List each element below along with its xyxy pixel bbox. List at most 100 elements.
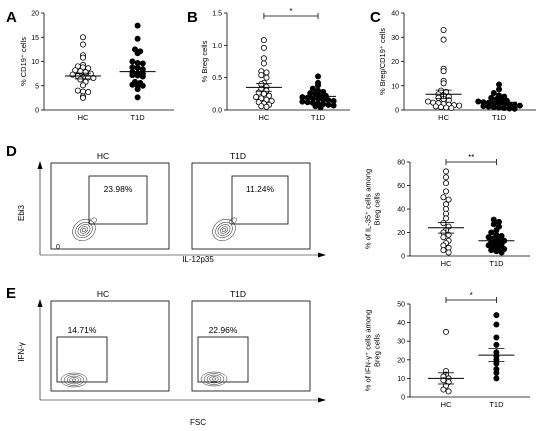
- panel-d-tick-label-0: 0: [401, 254, 405, 261]
- panel-a-tick-label-4: 20: [31, 11, 39, 18]
- panel-b-t1d-point-0: [315, 73, 322, 80]
- panel-a-t1d-point-22: [134, 86, 141, 93]
- panel-d-hc-point-9: [442, 215, 449, 222]
- panel-d-t1d-point-2: [490, 221, 497, 228]
- panel-a-t1d-point-7: [139, 60, 146, 67]
- flow-e-t1d-title: T1D: [230, 289, 246, 299]
- flow-plot-d-hc: HC 23.98%: [50, 151, 170, 250]
- panel-e-category-hc: HC: [441, 400, 452, 409]
- flow-plot-e-hc: HC 14.71%: [50, 289, 170, 392]
- flow-e-hc-contour: [60, 372, 88, 388]
- panel-a-hc-point-16: [90, 74, 97, 81]
- panel-d-hc-point-14: [445, 231, 452, 238]
- panel-b-t1d-point-2: [315, 82, 322, 89]
- panel-c-category-hc: HC: [438, 113, 449, 122]
- flow-e-t1d-frame: [191, 300, 311, 392]
- panel-d-hc-point-5: [445, 196, 452, 203]
- panel-c-category-t1d: T1D: [492, 113, 507, 122]
- panel-b-t1d-point-17: [299, 98, 306, 105]
- panel-b-t1d-point-24: [312, 103, 319, 110]
- panel-c-t1d-point-5: [488, 94, 495, 101]
- flow-d-hc-percent: 23.98%: [104, 184, 133, 194]
- panel-a-tick-label-0: 0: [35, 108, 39, 115]
- panel-a-hc-point-21: [80, 88, 87, 95]
- flow-row-e: IFN-γ FSC HC 14.71% T1D 22.96%: [17, 289, 326, 427]
- panel-b-t1d-point-23: [330, 102, 337, 109]
- panel-b-tick-label-0: 0.0: [212, 108, 222, 115]
- flow-d-t1d-gate: [231, 175, 289, 225]
- panel-b-category-hc: HC: [258, 113, 269, 122]
- panel-a-t1d-point-5: [129, 58, 136, 65]
- flow-e-hc-title: HC: [97, 289, 109, 299]
- panel-e-t1d-point-2: [493, 334, 500, 341]
- panel-c-t1d-point-20: [490, 104, 497, 111]
- flow-d-x-label: IL-12p35: [182, 255, 214, 264]
- panel-c-hc-point-11: [435, 94, 442, 101]
- panel-b-hc-point-0: [260, 37, 267, 44]
- panel-c-hc-point-14: [424, 98, 431, 105]
- dot-plot-c: 0 10 20 30 40 % Breg/CD19⁺ cells HC T1D: [378, 11, 536, 122]
- panel-a-hc-point-19: [80, 82, 87, 89]
- panel-a-hc-point-22: [85, 89, 92, 96]
- panel-c-t1d-point-1: [496, 86, 503, 93]
- dot-plot-e: 0 10 20 30 40 50 % of IFN-γ⁺ cells among Breg c…: [364, 291, 530, 409]
- panel-a-hc-point-1: [80, 41, 87, 48]
- dot-plot-d: 0 20 40 60 80 % of IL-35⁺ cells among Breg cel…: [364, 153, 530, 268]
- panel-c-tick-label-4: 40: [391, 11, 399, 18]
- panel-c-t1d-point-9: [475, 98, 482, 105]
- panel-d-t1d-point-21: [498, 249, 505, 256]
- panel-c-t1d-point-2: [490, 90, 497, 97]
- panel-c-t1d-point-19: [485, 103, 492, 110]
- panel-c-hc-point-23: [443, 104, 450, 111]
- panel-b-category-t1d: T1D: [311, 113, 326, 122]
- panel-c-hc-point-0: [440, 26, 447, 33]
- panel-b-hc-point-5: [263, 69, 270, 76]
- panel-d-significance-label: **: [468, 153, 474, 162]
- panel-d-t1d-point-20: [493, 248, 500, 255]
- panel-a-tick-label-3: 15: [31, 35, 39, 42]
- flow-d-hc-title: HC: [97, 151, 109, 161]
- panel-b-hc-point-6: [258, 72, 265, 79]
- panel-a-hc-point-0: [80, 34, 87, 41]
- panel-c-t1d-point-18: [480, 103, 487, 110]
- flow-d-hc-contour: [72, 217, 97, 241]
- flow-d-hc-gate: [88, 175, 148, 225]
- flow-d-t1d-title: T1D: [230, 151, 246, 161]
- panel-d-category-t1d: T1D: [489, 259, 504, 268]
- dot-plot-a: 0 5 10 15 20 % CD19⁺ cells HC T1D: [19, 11, 174, 122]
- panel-a-t1d-point-8: [129, 64, 136, 71]
- flow-row-d: Ebi3 IL-12p35 0 HC 23.98% T1D 11.24%: [17, 151, 326, 264]
- panel-c-tick-label-0: 0: [395, 108, 399, 115]
- flow-d-x-arrowhead: [318, 252, 326, 258]
- panel-e-tick-label-5: 50: [397, 302, 405, 309]
- panel-b-hc-point-1: [260, 44, 267, 51]
- panel-b-t1d-point-22: [325, 101, 332, 108]
- panel-c-hc-point-5: [440, 80, 447, 87]
- panel-c-t1d-point-21: [496, 104, 503, 111]
- panel-c-hc-point-21: [432, 103, 439, 110]
- panel-d-hc-point-21: [445, 249, 452, 256]
- panel-a-hc-point-24: [80, 94, 87, 101]
- panel-e-t1d-point-10: [493, 375, 500, 382]
- panel-e-t1d-point-0: [493, 312, 500, 319]
- panel-d-y-label-1: Breg cells: [373, 192, 382, 225]
- panel-a-hc-point-10: [82, 69, 89, 76]
- panel-d-y-label-0: % of IL-35⁺ cells among: [364, 169, 373, 249]
- flow-d-y-arrowhead: [37, 161, 43, 169]
- flow-d-zero-label: 0: [56, 244, 60, 251]
- panel-d-t1d-point-19: [488, 247, 495, 254]
- panel-c-t1d-point-24: [511, 105, 518, 112]
- flow-plot-d-t1d: T1D 11.24%: [191, 151, 311, 250]
- panel-letter-e: E: [6, 285, 16, 302]
- panel-letter-a: A: [6, 9, 17, 26]
- panel-c-t1d-point-0: [496, 81, 503, 88]
- panel-b-t1d-point-18: [304, 99, 311, 106]
- panel-a-hc-point-17: [77, 76, 84, 83]
- flow-e-hc-gate: [56, 336, 108, 383]
- panel-e-tick-label-4: 40: [397, 320, 405, 327]
- panel-a-hc-point-20: [74, 87, 81, 94]
- panel-d-hc-point-1: [442, 174, 449, 181]
- panel-a-tick-label-1: 5: [35, 83, 39, 90]
- panel-a-y-label: % CD19⁺ cells: [19, 37, 28, 86]
- panel-e-y-label-1: Breg cells: [373, 334, 382, 367]
